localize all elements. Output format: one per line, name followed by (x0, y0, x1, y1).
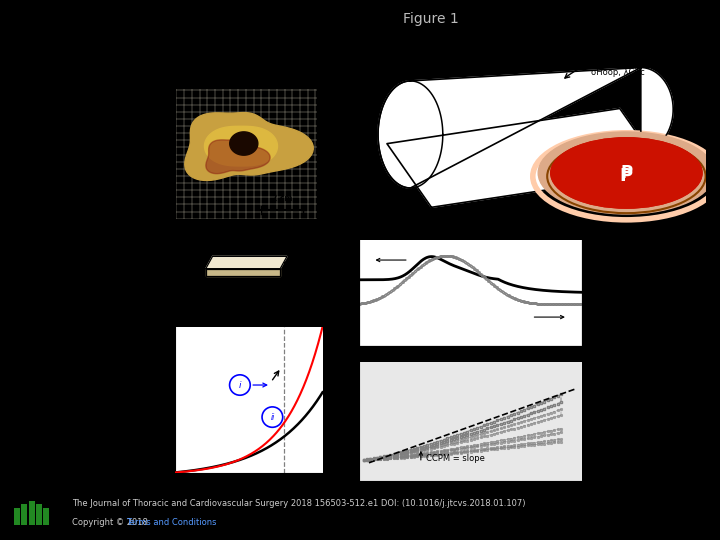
Bar (36, 504, 42, 525)
Bar (29, 502, 35, 525)
Polygon shape (387, 109, 665, 207)
Y-axis label: P, mmHg: P, mmHg (325, 402, 334, 441)
Polygon shape (206, 140, 270, 174)
Text: P: P (621, 164, 632, 182)
Text: P: P (620, 167, 633, 185)
Y-axis label: P, mmHg: P, mmHg (325, 274, 334, 312)
Circle shape (539, 132, 715, 214)
X-axis label: λCirc: λCirc (235, 474, 263, 484)
Text: Mechanics: Mechanics (523, 45, 601, 58)
Text: ii: ii (270, 413, 274, 422)
Polygon shape (206, 269, 280, 276)
Bar (22, 504, 27, 525)
X-axis label: λCirc: λCirc (459, 502, 482, 511)
Text: in vivo: in vivo (438, 24, 488, 37)
Text: Mechanics: Mechanics (192, 45, 270, 58)
Text: ELSEVIER: ELSEVIER (20, 528, 43, 532)
Text: 2 cm: 2 cm (271, 194, 292, 203)
Polygon shape (204, 126, 277, 166)
Text: CCPM = slope: CCPM = slope (426, 454, 485, 463)
Polygon shape (378, 68, 673, 188)
Text: ex vivo: ex vivo (171, 24, 224, 37)
Y-axis label: σCirc: σCirc (162, 386, 172, 414)
Text: Circ: Circ (141, 258, 163, 268)
Text: A: A (157, 483, 167, 496)
Polygon shape (206, 256, 287, 269)
Text: σHoop, λCirc: σHoop, λCirc (590, 69, 644, 77)
Circle shape (551, 138, 702, 208)
Text: i: i (238, 381, 241, 389)
Text: B: B (328, 494, 337, 507)
Text: Tensile: Tensile (204, 24, 261, 37)
X-axis label: Time, s: Time, s (455, 367, 485, 376)
Text: T: T (353, 130, 360, 139)
Circle shape (551, 138, 702, 208)
Text: Figure 1: Figure 1 (402, 12, 459, 26)
Text: Copyright © 2018: Copyright © 2018 (72, 518, 153, 528)
Polygon shape (230, 132, 258, 155)
Circle shape (547, 139, 706, 213)
Bar (43, 508, 49, 525)
Bar (14, 508, 20, 525)
Text: Long: Long (271, 222, 300, 233)
Text: The Journal of Thoracic and Cardiovascular Surgery 2018 156503-512.e1 DOI: (10.1: The Journal of Thoracic and Cardiovascul… (72, 500, 526, 509)
Y-axis label: λCirc: λCirc (610, 282, 619, 303)
Text: TEE: TEE (470, 24, 502, 37)
Text: Terms and Conditions: Terms and Conditions (126, 518, 217, 528)
Polygon shape (185, 112, 313, 180)
